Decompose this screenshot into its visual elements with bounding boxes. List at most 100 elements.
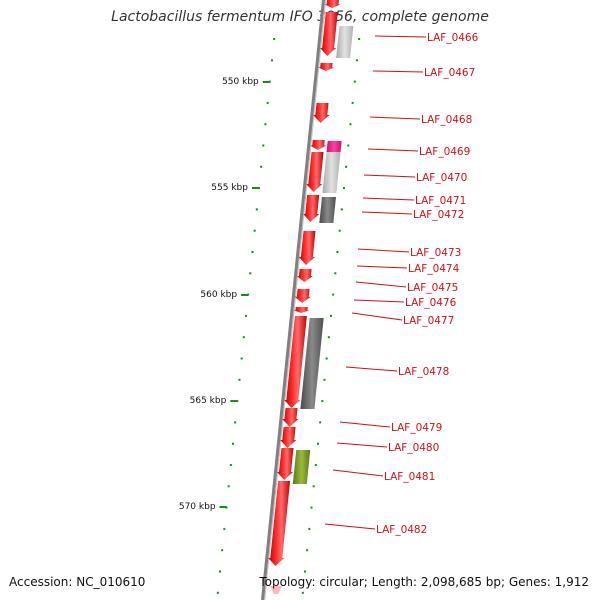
gene-leader-line — [324, 523, 376, 530]
inner-tick — [314, 464, 317, 466]
scale-tick — [244, 314, 247, 317]
gene-arrow — [296, 269, 313, 282]
gene-label[interactable]: LAF_0481 — [384, 471, 435, 483]
inner-tick — [325, 357, 328, 360]
gene-label[interactable]: LAF_0468 — [421, 114, 472, 126]
scale-label: 550 kbp — [222, 77, 259, 87]
gene-arrow — [293, 307, 310, 313]
inner-tick — [301, 591, 304, 594]
gene-leader-line — [332, 469, 384, 477]
gene-leader-line — [339, 421, 391, 428]
scale-tick — [273, 38, 276, 40]
inner-tick — [308, 527, 311, 530]
inner-tick — [342, 187, 345, 190]
scale-tick — [238, 378, 241, 381]
inner-tick — [310, 506, 313, 509]
gene-features — [268, 0, 354, 594]
scale-labels: 550 kbp 555 kbp 560 kbp 565 kbp 570 kbp — [179, 77, 270, 512]
gene-label[interactable]: LAF_0467 — [424, 67, 475, 79]
scale-tick — [270, 59, 273, 62]
gene-arrow — [282, 408, 299, 427]
inner-tick — [329, 314, 332, 317]
inner-tick — [303, 570, 306, 573]
genome-backbone — [261, 0, 326, 600]
gene-label[interactable]: LAF_0471 — [415, 195, 466, 207]
inner-tick — [327, 336, 330, 339]
gene-label[interactable]: LAF_0477 — [403, 315, 454, 327]
scale-tick — [268, 80, 271, 83]
inner-tick — [323, 378, 326, 381]
inner-tick — [349, 123, 352, 126]
gene-arrow — [320, 12, 338, 56]
gene-arrow — [310, 140, 327, 150]
gene-label[interactable]: LAF_0472 — [413, 209, 464, 221]
major-tick — [219, 506, 227, 508]
inner-tick — [340, 208, 343, 211]
scale-tick — [227, 485, 230, 488]
gene-label[interactable]: LAF_0479 — [391, 422, 442, 434]
gene-arrow — [303, 195, 320, 222]
gene-leader-line — [369, 116, 421, 120]
scale-tick — [221, 549, 224, 552]
major-tick — [251, 187, 259, 189]
major-tick — [262, 81, 270, 83]
gene-leader-line — [356, 265, 408, 269]
gene-leader-line — [355, 281, 407, 288]
inner-tick — [355, 59, 358, 62]
gene-labels: LAF_0466 LAF_0467 LAF_0468 LAF_0469 LAF_0470… — [324, 32, 479, 536]
scale-label: 565 kbp — [190, 396, 227, 406]
gene-arrow — [268, 481, 291, 566]
gene-label[interactable]: LAF_0475 — [407, 282, 458, 294]
inner-tick — [351, 101, 354, 104]
gene-arrow — [284, 316, 307, 408]
scale-tick — [249, 272, 252, 275]
gene-label[interactable]: LAF_0482 — [376, 524, 427, 536]
gene-leader-line — [367, 148, 419, 152]
gene-leader-line — [353, 299, 405, 303]
gene-arrow — [313, 103, 330, 123]
gene-leader-line — [351, 312, 403, 321]
inner-tick — [347, 144, 350, 147]
end-marker — [270, 586, 282, 594]
inner-tick — [336, 251, 339, 253]
inner-tick — [334, 272, 337, 275]
gene-arrow — [280, 427, 297, 448]
feature-olive — [292, 450, 311, 484]
scale-tick — [251, 251, 254, 253]
gene-label[interactable]: LAF_0469 — [419, 146, 470, 158]
scale-tick — [255, 208, 258, 211]
gene-leader-line — [361, 211, 413, 215]
scale-tick — [247, 293, 250, 296]
scale-tick — [240, 357, 243, 360]
gene-arrow — [298, 231, 316, 265]
gene-arrow — [318, 63, 335, 71]
inner-tick — [338, 229, 341, 232]
gene-label[interactable]: LAF_0478 — [398, 366, 449, 378]
inner-tick — [358, 38, 361, 40]
feature-magenta — [326, 141, 342, 152]
inner-tick — [345, 165, 348, 168]
gene-label[interactable]: LAF_0480 — [388, 442, 439, 454]
scale-tick — [253, 229, 256, 232]
gene-leader-line — [363, 174, 416, 178]
gene-label[interactable]: LAF_0470 — [416, 172, 467, 184]
gene-label[interactable]: LAF_0473 — [410, 247, 461, 259]
genome-backbone-highlight — [264, 0, 326, 600]
feature-dark-grey — [319, 197, 336, 223]
scale-tick — [234, 421, 237, 424]
gene-arrow — [277, 448, 294, 480]
scale-tick — [264, 123, 267, 126]
gene-label[interactable]: LAF_0466 — [427, 32, 479, 44]
map-title: Lactobacillus fermentum IFO 3956, comple… — [111, 9, 489, 25]
gene-arrow — [324, 0, 341, 8]
feature-dark-grey — [300, 318, 324, 409]
gene-label[interactable]: LAF_0476 — [405, 297, 457, 309]
scale-tick — [260, 165, 263, 168]
scale-tick — [262, 144, 265, 147]
gene-label[interactable]: LAF_0474 — [408, 263, 460, 275]
accession-text: Accession: NC_010610 — [9, 575, 146, 589]
gene-arrow — [294, 289, 311, 303]
feature-light-grey — [322, 152, 341, 193]
